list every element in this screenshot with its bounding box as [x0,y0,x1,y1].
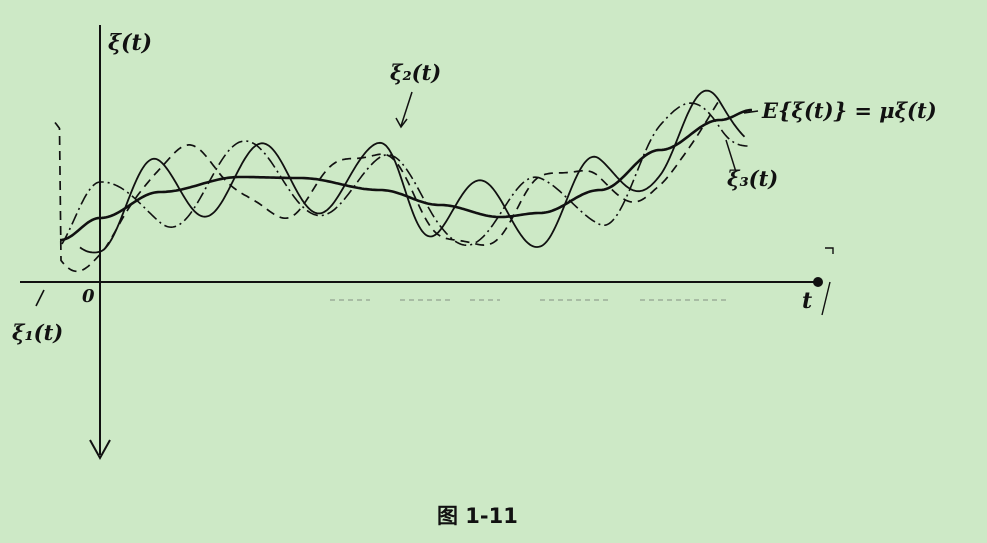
xi3-curve [61,102,748,246]
leader-lines [395,91,759,173]
curves [54,89,753,273]
xi2-leader-arrow [395,117,408,129]
mean-leader-line [743,110,759,114]
y-axis-arrow [89,439,111,461]
xi2-leader-line [400,91,413,127]
axis-scribble [35,289,45,307]
mean-curve [59,108,753,242]
xi1-label: ξ₁(t) [12,320,63,345]
x-axis-label: t [802,288,812,314]
axes [20,25,834,461]
axis-scribble [821,281,831,316]
xi2-curve [79,89,746,254]
y-axis-label: ξ(t) [108,30,152,56]
xi3-leader-line [725,139,737,173]
xi1-curve [54,99,721,273]
figure-caption: 图 1-11 [437,504,518,528]
xi2-label: ξ₂(t) [390,60,441,85]
origin-label: 0 [82,286,95,307]
axis-scribble [825,247,834,254]
mean-label: E{ξ(t)} = μξ(t) [761,98,937,123]
xi3-label: ξ₃(t) [727,166,778,191]
x-axis-end-dot [813,277,823,287]
